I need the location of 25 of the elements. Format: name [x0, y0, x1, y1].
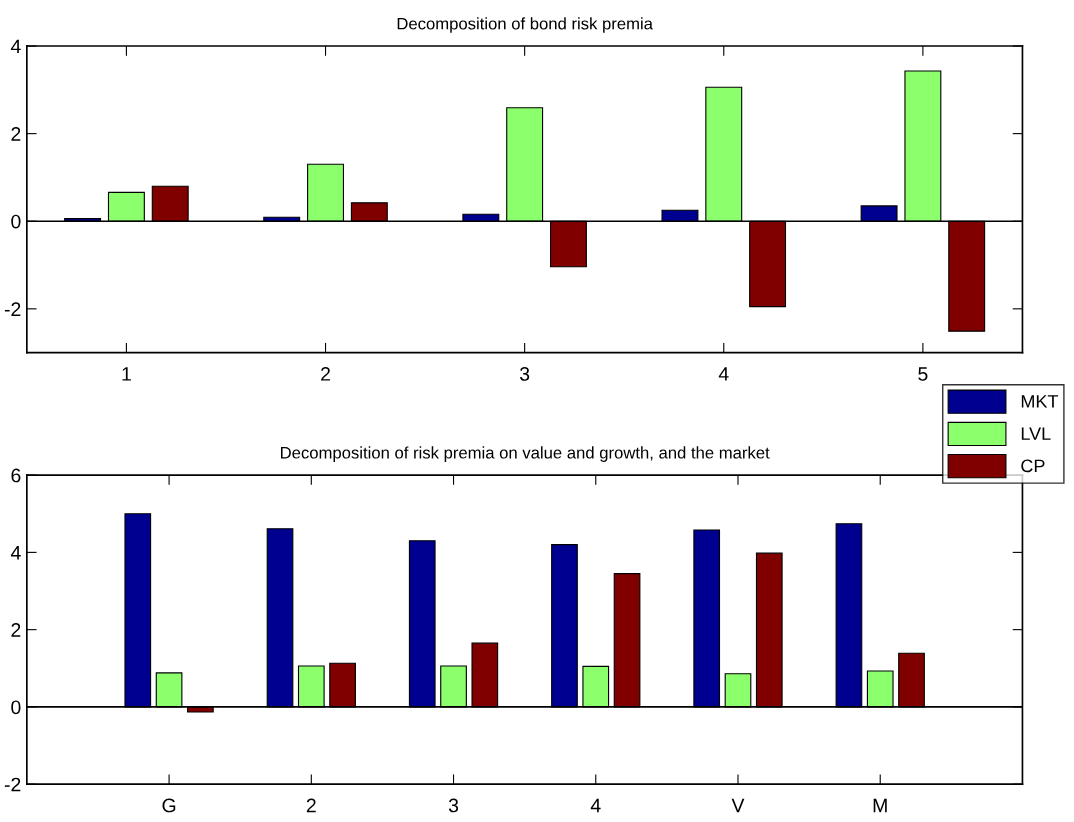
x-tick-label: G [162, 798, 176, 813]
x-tick-label: M [873, 798, 887, 813]
x-tick-label: 2 [321, 367, 330, 381]
x-tick-label: 5 [918, 367, 928, 381]
x-tick-label: V [731, 798, 745, 813]
legend-label: MKT [1021, 395, 1059, 408]
y-tick-label: 0 [11, 214, 21, 229]
x-tick-label: 3 [448, 798, 459, 813]
chart-title: Decomposition of bond risk premia [397, 17, 653, 33]
y-tick-label: 2 [11, 127, 21, 141]
y-tick-label: 0 [11, 700, 21, 715]
y-tick-label: -2 [4, 777, 21, 792]
y-tick-label: 4 [10, 39, 21, 54]
legend-label: CP [1021, 459, 1045, 473]
x-tick-label: 2 [306, 798, 316, 813]
x-tick-label: 4 [718, 367, 729, 381]
legend-label: LVL [1021, 427, 1051, 440]
chart-title: Decomposition of risk premia on value and growth, and the market [281, 446, 770, 462]
x-tick-label: 3 [519, 367, 530, 381]
y-tick-label: 4 [10, 546, 21, 560]
y-tick-label: 2 [11, 623, 21, 637]
y-tick-label: 6 [11, 468, 21, 483]
x-tick-label: 4 [590, 798, 601, 813]
y-tick-label: -2 [4, 302, 21, 316]
x-tick-label: 1 [122, 367, 131, 381]
